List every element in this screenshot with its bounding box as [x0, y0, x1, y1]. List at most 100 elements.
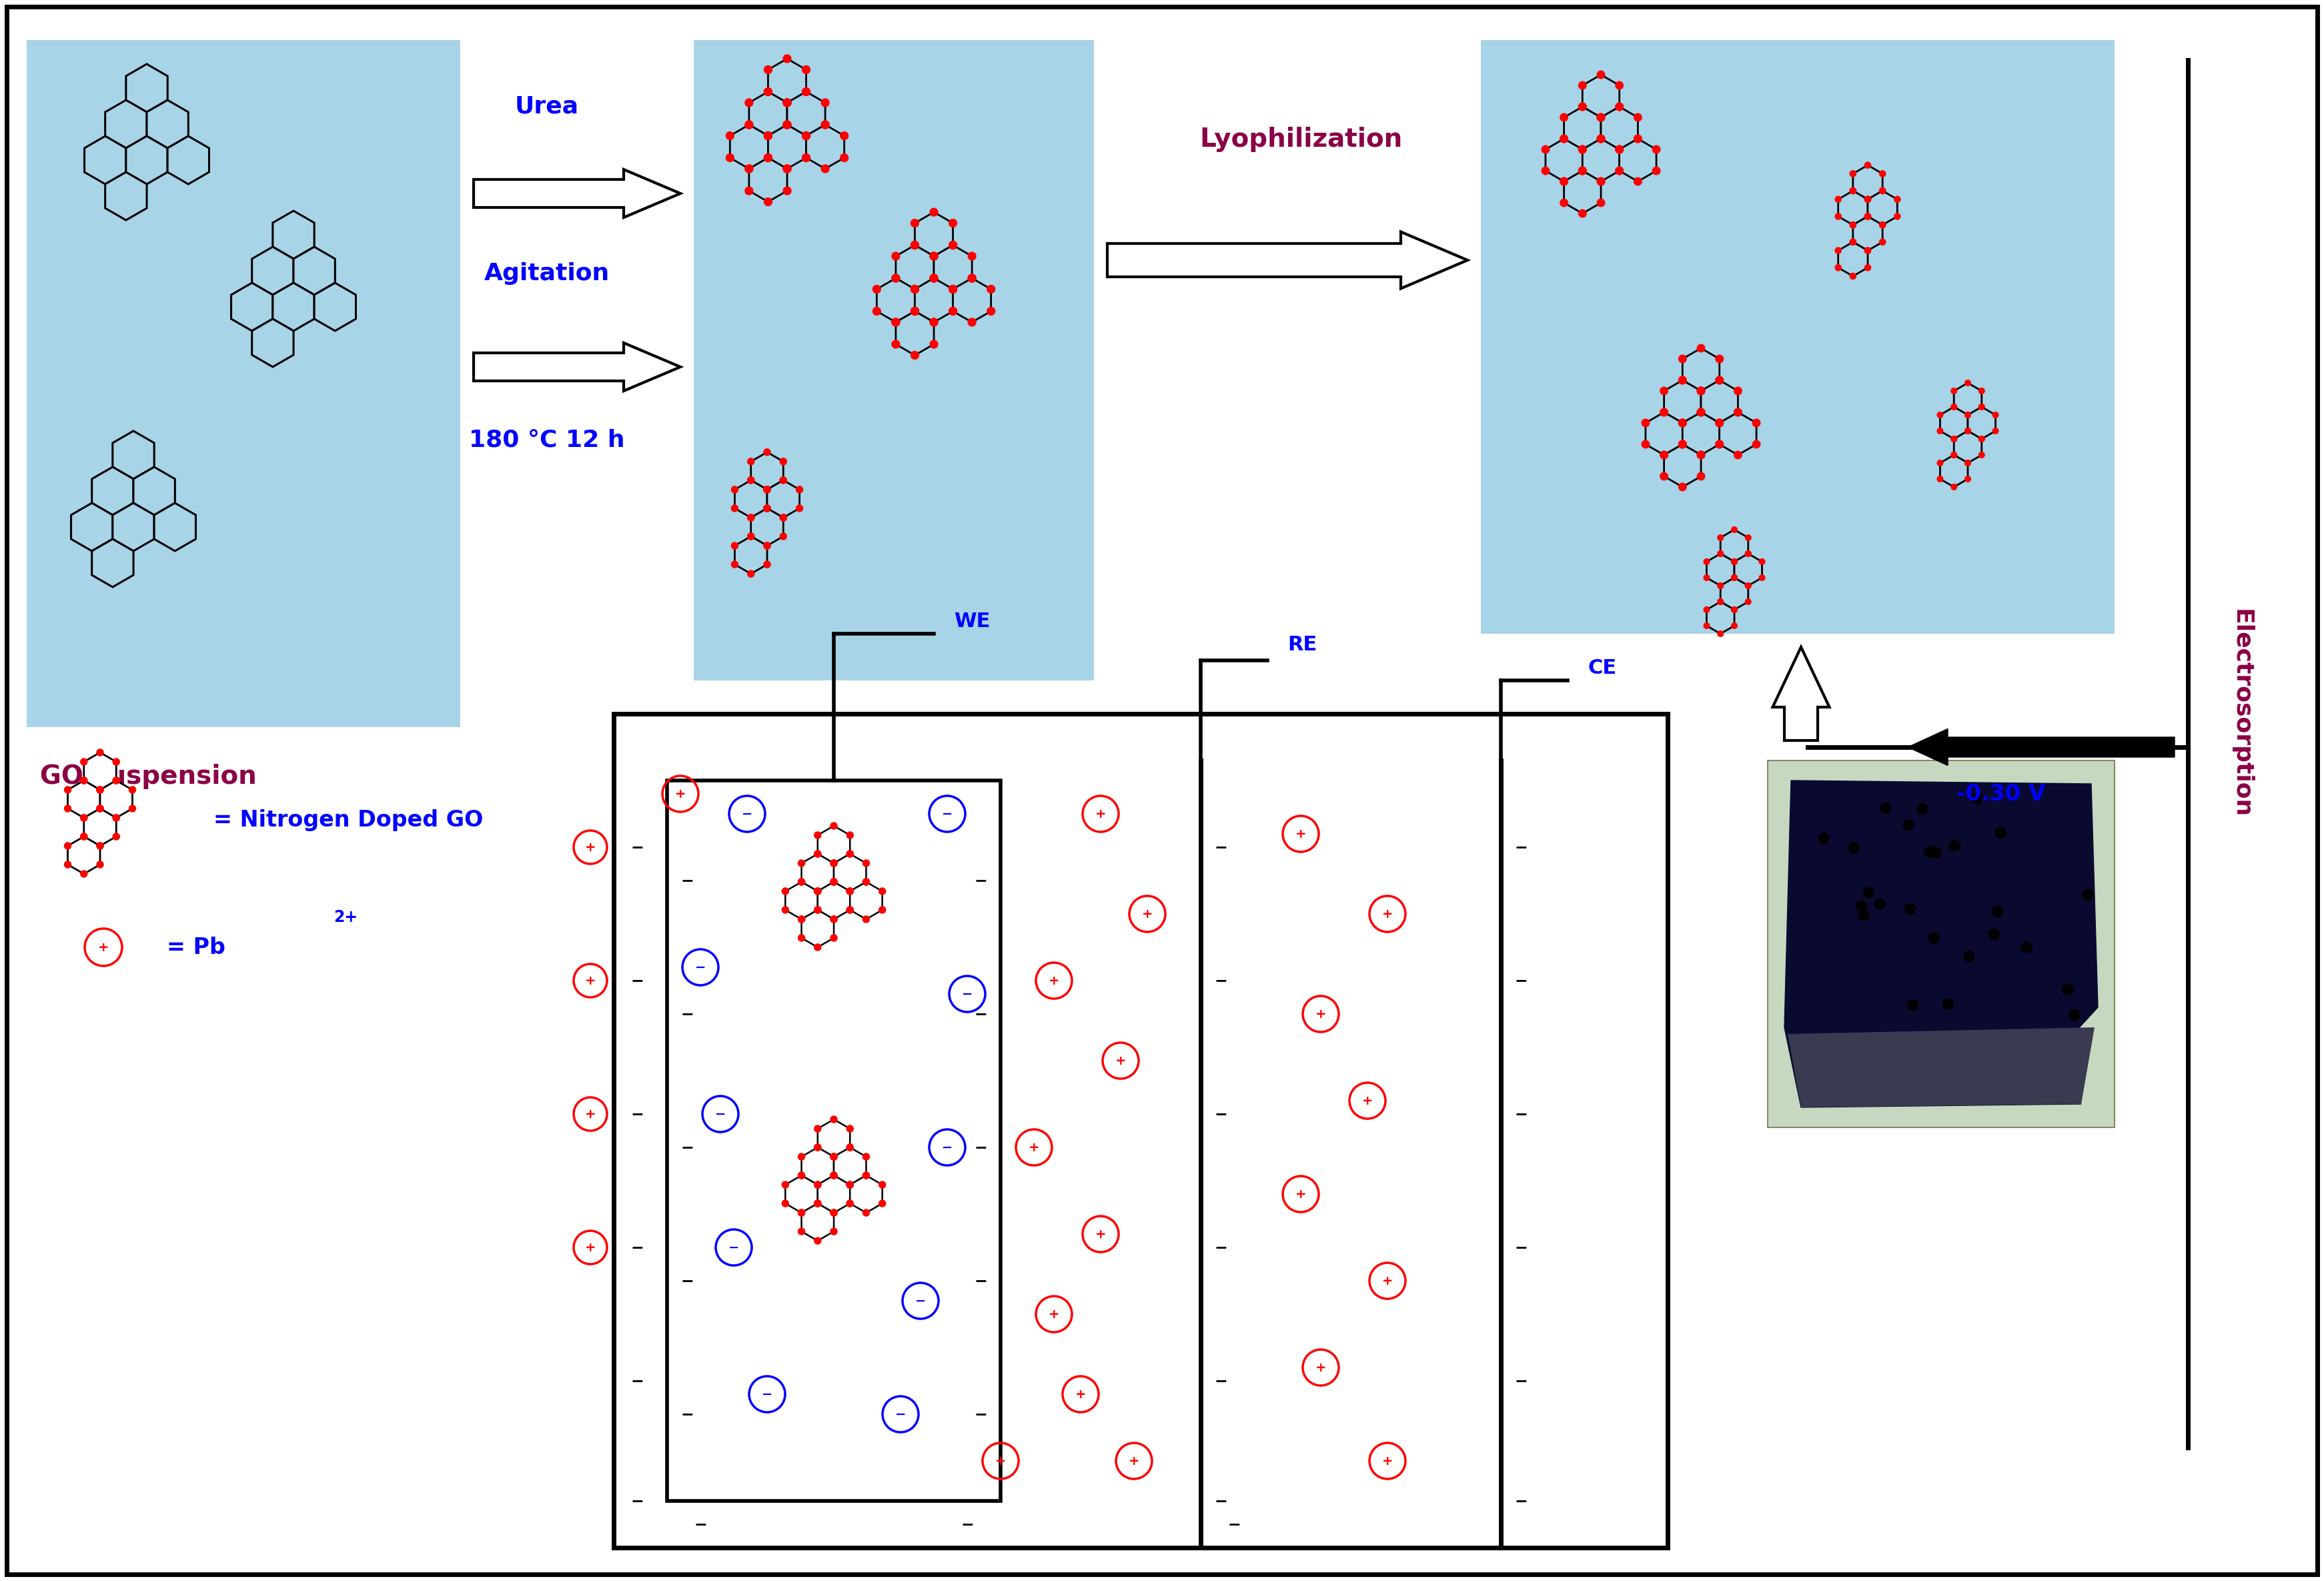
Text: Lyophilization: Lyophilization: [1199, 126, 1401, 152]
Text: Urea: Urea: [516, 95, 579, 119]
Circle shape: [1578, 168, 1587, 174]
Circle shape: [765, 449, 772, 455]
Circle shape: [765, 504, 772, 512]
Text: Agitation: Agitation: [483, 262, 609, 285]
Circle shape: [830, 822, 837, 828]
Circle shape: [81, 778, 88, 784]
Circle shape: [1973, 794, 1982, 805]
Circle shape: [783, 120, 790, 128]
Circle shape: [1634, 114, 1641, 122]
Circle shape: [797, 487, 802, 493]
Circle shape: [783, 55, 790, 63]
Circle shape: [948, 285, 957, 292]
Circle shape: [732, 542, 739, 549]
Circle shape: [802, 131, 811, 139]
Text: −: −: [695, 1516, 706, 1532]
Text: −: −: [1515, 1107, 1527, 1123]
Polygon shape: [1734, 553, 1762, 585]
Polygon shape: [146, 100, 188, 149]
Circle shape: [746, 98, 753, 106]
Circle shape: [1578, 168, 1587, 174]
Polygon shape: [1785, 781, 2099, 1107]
Circle shape: [830, 1172, 837, 1179]
Circle shape: [862, 915, 869, 923]
Circle shape: [81, 778, 88, 784]
Circle shape: [830, 1209, 837, 1216]
Polygon shape: [1583, 139, 1620, 182]
Circle shape: [765, 561, 772, 568]
Polygon shape: [876, 278, 916, 323]
Text: −: −: [695, 961, 706, 974]
Polygon shape: [1941, 406, 1968, 440]
Circle shape: [820, 120, 830, 128]
Polygon shape: [767, 58, 806, 103]
Circle shape: [846, 1145, 853, 1151]
Polygon shape: [251, 319, 293, 367]
Text: −: −: [681, 1406, 693, 1423]
Circle shape: [1697, 387, 1706, 395]
Text: 180 °C 12 h: 180 °C 12 h: [469, 428, 625, 452]
Circle shape: [1745, 550, 1750, 557]
Circle shape: [748, 458, 755, 465]
Text: +: +: [1383, 1455, 1392, 1467]
Polygon shape: [1664, 444, 1701, 487]
Circle shape: [1894, 213, 1901, 220]
Circle shape: [1850, 188, 1857, 194]
Circle shape: [830, 1172, 837, 1179]
Circle shape: [725, 131, 734, 139]
Circle shape: [783, 164, 790, 172]
Circle shape: [1880, 171, 1885, 177]
Circle shape: [846, 1181, 853, 1187]
Circle shape: [781, 477, 786, 484]
Circle shape: [846, 906, 853, 914]
Circle shape: [130, 786, 135, 794]
Circle shape: [874, 285, 881, 292]
Circle shape: [1597, 114, 1606, 122]
Circle shape: [813, 889, 820, 895]
Circle shape: [1715, 419, 1724, 427]
Circle shape: [813, 906, 820, 914]
Circle shape: [802, 131, 811, 139]
Polygon shape: [818, 825, 851, 863]
Polygon shape: [1720, 530, 1748, 561]
Circle shape: [1578, 82, 1587, 89]
Circle shape: [1678, 419, 1687, 427]
Circle shape: [878, 1181, 885, 1187]
Polygon shape: [1683, 413, 1720, 455]
Text: −: −: [941, 1141, 953, 1154]
Text: +: +: [1076, 1388, 1085, 1401]
Circle shape: [1715, 376, 1724, 384]
Text: +: +: [1129, 1455, 1139, 1467]
Circle shape: [1597, 71, 1606, 79]
Circle shape: [1952, 436, 1957, 441]
Polygon shape: [1701, 381, 1738, 424]
Text: −: −: [1213, 1372, 1227, 1388]
Circle shape: [878, 906, 885, 914]
Circle shape: [1964, 413, 1971, 417]
Circle shape: [948, 285, 957, 292]
Circle shape: [1597, 134, 1606, 142]
Circle shape: [892, 340, 899, 348]
Circle shape: [781, 458, 788, 465]
Circle shape: [1964, 379, 1971, 386]
Circle shape: [783, 164, 790, 172]
Circle shape: [748, 533, 755, 539]
Circle shape: [911, 242, 918, 250]
Circle shape: [1864, 196, 1871, 202]
Circle shape: [1978, 387, 1985, 394]
Polygon shape: [802, 1148, 834, 1184]
Circle shape: [1697, 408, 1706, 416]
Circle shape: [1615, 145, 1622, 153]
Text: −: −: [1515, 1372, 1527, 1388]
Circle shape: [1850, 221, 1857, 228]
Circle shape: [725, 153, 734, 161]
Text: -0.30 V: -0.30 V: [1957, 783, 2045, 805]
Circle shape: [874, 307, 881, 315]
Circle shape: [830, 860, 837, 866]
Circle shape: [1875, 898, 1885, 909]
Polygon shape: [1968, 406, 1996, 440]
Circle shape: [1864, 196, 1871, 202]
Text: −: −: [681, 1273, 693, 1289]
Circle shape: [930, 318, 939, 326]
Circle shape: [948, 242, 957, 250]
